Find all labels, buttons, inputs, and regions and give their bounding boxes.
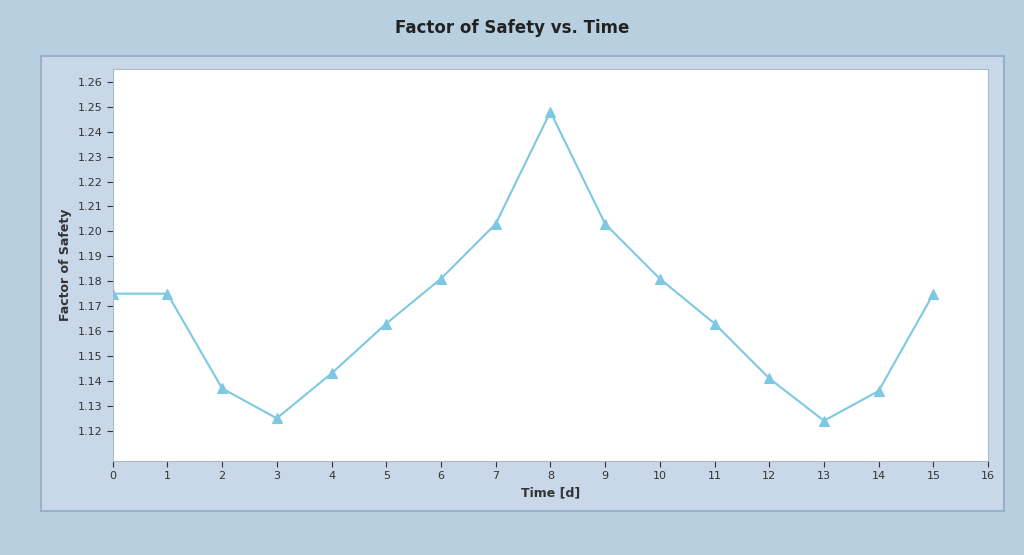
GLE / Morgenstern-Price	[106, 290, 119, 297]
GLE / Morgenstern-Price	[435, 275, 447, 282]
GLE / Morgenstern-Price	[380, 320, 392, 327]
GLE / Morgenstern-Price	[326, 370, 338, 377]
GLE / Morgenstern-Price	[763, 375, 775, 382]
GLE / Morgenstern-Price	[161, 290, 173, 297]
GLE / Morgenstern-Price	[818, 417, 830, 424]
GLE / Morgenstern-Price	[872, 387, 885, 394]
GLE / Morgenstern-Price	[270, 415, 283, 422]
Line: GLE / Morgenstern-Price: GLE / Morgenstern-Price	[108, 107, 938, 426]
Y-axis label: Factor of Safety: Factor of Safety	[58, 209, 72, 321]
X-axis label: Time [d]: Time [d]	[521, 487, 580, 500]
GLE / Morgenstern-Price	[928, 290, 940, 297]
Legend: GLE / Morgenstern-Price: GLE / Morgenstern-Price	[450, 553, 651, 555]
GLE / Morgenstern-Price	[599, 220, 611, 227]
GLE / Morgenstern-Price	[216, 385, 228, 392]
GLE / Morgenstern-Price	[653, 275, 666, 282]
GLE / Morgenstern-Price	[489, 220, 502, 227]
GLE / Morgenstern-Price	[545, 108, 557, 115]
Text: Factor of Safety vs. Time: Factor of Safety vs. Time	[395, 19, 629, 37]
GLE / Morgenstern-Price	[709, 320, 721, 327]
